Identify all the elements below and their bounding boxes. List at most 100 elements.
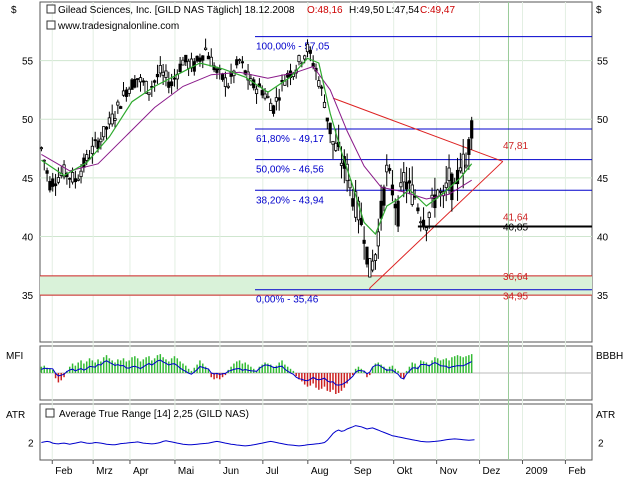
candle-body xyxy=(274,97,278,102)
candle-body xyxy=(331,140,335,145)
candle-body xyxy=(68,177,72,180)
candle-body xyxy=(396,200,400,227)
candle-body xyxy=(402,172,406,183)
candle-body xyxy=(164,70,168,78)
candle-body xyxy=(90,145,94,154)
candle-body xyxy=(356,200,361,221)
candle-body xyxy=(124,89,128,97)
price-tick-right: 35 xyxy=(597,291,609,302)
month-tick-label: Okt xyxy=(397,466,413,477)
candle-body xyxy=(266,95,270,98)
header-title: Gilead Sciences, Inc. [GILD NAS Täglich]… xyxy=(58,5,295,16)
candle-body xyxy=(45,170,49,174)
candle-body xyxy=(181,59,185,66)
candle-body xyxy=(399,182,403,188)
candle-body xyxy=(201,55,205,61)
candle-body xyxy=(263,93,267,99)
candle-body xyxy=(254,88,259,95)
candle-body xyxy=(303,55,307,60)
price-tick-left: 40 xyxy=(22,232,34,243)
candle-body xyxy=(365,246,369,265)
candle-body xyxy=(455,169,460,185)
candle-body xyxy=(269,102,273,111)
candle-body xyxy=(339,162,344,166)
price-level-label: 47,81 xyxy=(503,141,528,152)
candle-body xyxy=(206,55,211,60)
candlesticks xyxy=(39,38,474,278)
candle-body xyxy=(277,97,281,101)
candle-body xyxy=(187,60,191,69)
candle-body xyxy=(368,258,372,278)
month-tick-label: Jun xyxy=(223,466,239,477)
candle-body xyxy=(79,170,83,177)
candle-body xyxy=(237,59,242,62)
candle-body xyxy=(220,73,225,80)
candle-body xyxy=(373,254,378,261)
moving-averages xyxy=(41,57,473,236)
candle-body xyxy=(107,117,111,125)
header-open: O:48,16 xyxy=(307,5,343,16)
atr-label-right: ATR xyxy=(596,410,615,421)
support-band xyxy=(40,275,592,296)
price-tick-left: 55 xyxy=(22,57,34,68)
candle-body xyxy=(138,77,143,83)
candle-body xyxy=(48,180,52,191)
candle-body xyxy=(246,71,250,81)
currency-left: $ xyxy=(11,5,17,16)
candle-body xyxy=(407,180,412,184)
candle-body xyxy=(421,219,426,227)
candle-body xyxy=(286,72,290,78)
candle-body xyxy=(82,157,86,168)
candle-body xyxy=(212,65,216,71)
candle-body xyxy=(127,88,131,94)
atr-tick-right: 2 xyxy=(598,439,604,450)
candle-body xyxy=(130,79,134,90)
candle-body xyxy=(85,154,89,161)
candle-body xyxy=(167,81,171,88)
month-tick-label: Aug xyxy=(311,466,329,477)
candle-body xyxy=(362,239,366,244)
candle-body xyxy=(70,172,75,183)
candle-body xyxy=(215,68,219,73)
candle-body xyxy=(382,186,386,206)
candle-body xyxy=(458,167,462,172)
triangle-pattern xyxy=(332,97,592,290)
candle-body xyxy=(147,92,151,95)
currency-right: $ xyxy=(596,5,602,16)
month-tick-label: Dez xyxy=(483,466,501,477)
month-tick-label: Feb xyxy=(568,466,586,477)
candle-body xyxy=(161,71,165,76)
header-checkbox-icon[interactable] xyxy=(46,4,56,14)
candle-body xyxy=(96,140,100,150)
atr-tick-left: 2 xyxy=(28,439,34,450)
candle-body xyxy=(464,164,468,168)
candle-body xyxy=(359,217,363,225)
candle-body xyxy=(438,190,443,193)
price-tick-right: 45 xyxy=(597,174,609,185)
fib-level-label: 0,00% - 35,46 xyxy=(256,295,319,306)
candle-body xyxy=(317,80,321,87)
candle-body xyxy=(376,231,380,247)
header-low: L:47,54 xyxy=(386,5,420,16)
month-tick-label: Feb xyxy=(55,466,73,477)
candle-body xyxy=(99,138,103,143)
atr-legend-checkbox-icon[interactable] xyxy=(45,408,55,418)
triangle-upper-edge xyxy=(332,97,504,162)
mfi-signal-line xyxy=(41,359,472,386)
candle-body xyxy=(404,181,409,190)
candle-body xyxy=(470,120,474,139)
grid xyxy=(40,2,592,460)
candle-body xyxy=(436,189,440,197)
candle-body xyxy=(427,212,431,218)
month-tick-label: Jul xyxy=(266,466,279,477)
header-close: C:49,47 xyxy=(420,5,455,16)
website-checkbox-icon[interactable] xyxy=(46,20,56,30)
month-tick-label: Mai xyxy=(178,466,194,477)
candle-body xyxy=(260,90,264,96)
candle-body xyxy=(334,142,338,151)
candle-body xyxy=(387,168,392,171)
price-tick-right: 55 xyxy=(597,57,609,68)
triangle-lower-edge xyxy=(369,161,504,289)
ma-fast-line xyxy=(41,57,473,236)
candle-body xyxy=(447,167,451,181)
